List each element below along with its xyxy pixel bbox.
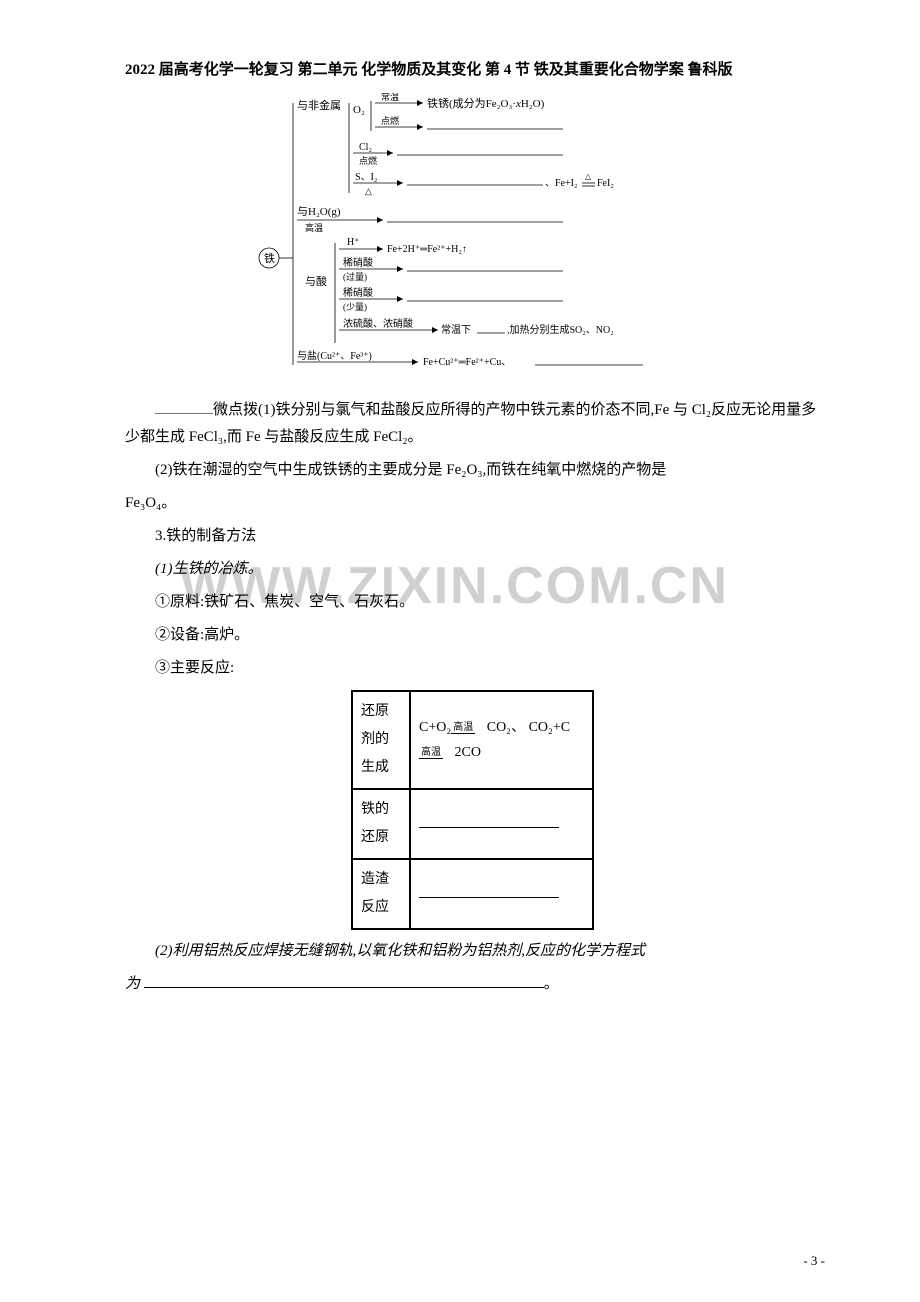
svg-text:S、I₂: S、I₂ xyxy=(355,172,377,183)
tip-paragraph-2a: (2)铁在潮湿的空气中生成铁锈的主要成分是 Fe₂O₃,而铁在纯氧中燃烧的产物是 xyxy=(125,457,820,484)
svg-text:FeI₂: FeI₂ xyxy=(597,178,614,189)
svg-text:(少量): (少量) xyxy=(343,302,367,312)
cell-r1-label: 还原剂的生成 xyxy=(352,691,410,789)
cell-r3-eq xyxy=(410,859,593,929)
svg-text:△: △ xyxy=(585,172,592,181)
svg-text:常温: 常温 xyxy=(381,93,399,102)
svg-text:△: △ xyxy=(365,186,372,196)
p1-3: ③主要反应: xyxy=(125,655,820,682)
page-number: - 3 - xyxy=(803,1249,825,1272)
tip-paragraph-1: 微点拨(1)铁分别与氯气和盐酸反应所得的产物中铁元素的价态不同,Fe 与 Cl₂… xyxy=(125,397,820,451)
cell-r3-label: 造渣反应 xyxy=(352,859,410,929)
svg-text:,加热分别生成SO₂、NO₂: ,加热分别生成SO₂、NO₂ xyxy=(507,323,614,336)
cell-r2-label: 铁的还原 xyxy=(352,789,410,859)
svg-text:与非金属: 与非金属 xyxy=(297,98,341,112)
svg-text:与H₂O(g): 与H₂O(g) xyxy=(297,205,341,218)
svg-text:Cl₂: Cl₂ xyxy=(359,142,372,153)
svg-text:Fe+Cu²⁺═Fe²⁺+Cu、: Fe+Cu²⁺═Fe²⁺+Cu、 xyxy=(423,357,511,368)
p1-2: ②设备:高炉。 xyxy=(125,622,820,649)
svg-text:、Fe+I₂: 、Fe+I₂ xyxy=(545,178,577,189)
svg-text:稀硝酸: 稀硝酸 xyxy=(343,286,373,299)
svg-text:点燃: 点燃 xyxy=(359,155,377,166)
svg-text:稀硝酸: 稀硝酸 xyxy=(343,256,373,269)
svg-text:O₂: O₂ xyxy=(353,104,365,116)
p2a: (2)利用铝热反应焊接无缝钢轨,以氧化铁和铝粉为铝热剂,反应的化学方程式 xyxy=(125,938,820,965)
svg-text:铁: 铁 xyxy=(264,252,275,265)
reaction-table: 还原剂的生成 C+O₂高温 CO₂、 CO₂+C 高温 2CO 铁的还原 造渣反… xyxy=(351,690,594,930)
svg-text:铁锈(成分为Fe₂O₃·xH₂O): 铁锈(成分为Fe₂O₃·xH₂O) xyxy=(427,97,545,110)
table-row: 铁的还原 xyxy=(352,789,593,859)
tip-paragraph-2b: Fe₃O₄。 xyxy=(125,490,820,517)
p1-1: ①原料:铁矿石、焦炭、空气、石灰石。 xyxy=(125,589,820,616)
tip-label: 微点拨 xyxy=(213,402,258,418)
cell-r2-eq xyxy=(410,789,593,859)
svg-text:与盐(Cu²⁺、Fe³⁺): 与盐(Cu²⁺、Fe³⁺) xyxy=(297,349,372,362)
svg-text:H⁺: H⁺ xyxy=(347,237,360,248)
svg-text:浓硫酸、浓硝酸: 浓硫酸、浓硝酸 xyxy=(343,317,413,330)
p1: (1)生铁的冶炼。 xyxy=(125,556,820,583)
page-header: 2022 届高考化学一轮复习 第二单元 化学物质及其变化 第 4 节 铁及其重要… xyxy=(125,60,820,81)
svg-text:点燃: 点燃 xyxy=(381,115,399,126)
svg-text:常温下: 常温下 xyxy=(441,323,471,336)
table-row: 造渣反应 xyxy=(352,859,593,929)
svg-text:与酸: 与酸 xyxy=(305,274,327,288)
table-row: 还原剂的生成 C+O₂高温 CO₂、 CO₂+C 高温 2CO xyxy=(352,691,593,789)
svg-text:(过量): (过量) xyxy=(343,271,367,282)
p2b: 为 。 xyxy=(125,971,820,998)
reaction-diagram: 铁 与非金属 O₂ 常温 铁锈(成分为Fe₂O₃·xH₂O) 点燃 Cl₂ 点燃 xyxy=(253,93,693,377)
blue-underline xyxy=(155,399,213,414)
svg-text:高温: 高温 xyxy=(305,222,323,233)
heading-3: 3.铁的制备方法 xyxy=(125,523,820,550)
svg-text:Fe+2H⁺═Fe²⁺+H₂↑: Fe+2H⁺═Fe²⁺+H₂↑ xyxy=(387,244,467,255)
cell-r1-eq: C+O₂高温 CO₂、 CO₂+C 高温 2CO xyxy=(410,691,593,789)
